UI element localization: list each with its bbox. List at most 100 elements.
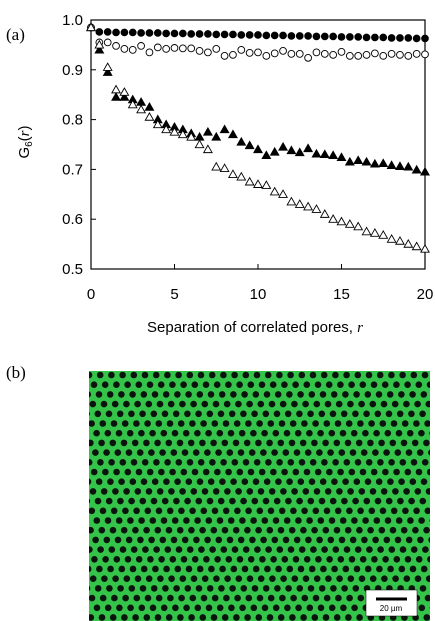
pore	[225, 468, 232, 476]
pore	[287, 371, 294, 379]
pore	[420, 478, 428, 485]
data-point	[361, 226, 372, 236]
pore	[243, 439, 251, 447]
pore	[104, 604, 112, 612]
pore	[160, 517, 168, 524]
pore	[296, 585, 304, 592]
pore	[368, 420, 375, 427]
pore	[328, 604, 336, 612]
data-point	[245, 31, 254, 39]
pore	[326, 555, 333, 563]
pore	[324, 400, 332, 408]
pore	[189, 420, 196, 427]
pore	[262, 497, 270, 505]
data-point	[304, 53, 312, 62]
pore	[329, 497, 337, 505]
pore	[144, 594, 152, 602]
pore	[81, 537, 88, 544]
x-axis-title: Separation of correlated pores, r	[147, 319, 363, 336]
pore	[134, 488, 142, 495]
pore	[188, 614, 195, 621]
data-point	[344, 156, 355, 166]
pore	[170, 449, 178, 456]
pore	[93, 429, 100, 437]
pore	[287, 458, 295, 466]
x-tick-labels: 0 5 10 15 20	[87, 286, 434, 303]
pore	[325, 381, 333, 389]
data-point	[179, 44, 187, 53]
pore	[406, 362, 413, 369]
pore	[98, 614, 106, 621]
pore	[247, 381, 255, 389]
pore	[389, 526, 397, 534]
data-point	[102, 62, 113, 71]
data-point	[204, 48, 212, 57]
data-point	[378, 230, 389, 239]
pore	[77, 420, 84, 427]
pore	[144, 507, 152, 515]
data-point	[329, 51, 338, 59]
data-point	[245, 49, 254, 57]
pore	[89, 371, 93, 379]
pore	[370, 381, 378, 389]
pore	[353, 391, 360, 398]
pore	[275, 478, 282, 485]
pore	[139, 497, 147, 505]
pore	[388, 546, 396, 553]
pore	[285, 497, 292, 505]
pore	[255, 614, 263, 621]
pore	[330, 391, 338, 398]
data-point	[379, 33, 388, 42]
pore	[406, 429, 414, 437]
pore	[154, 614, 162, 621]
pore	[196, 478, 204, 485]
pore	[322, 614, 330, 621]
pore	[254, 546, 261, 553]
pore	[399, 458, 407, 466]
pore	[300, 614, 307, 621]
pore	[314, 468, 322, 476]
pore	[312, 594, 320, 602]
pore	[159, 449, 166, 456]
data-point	[94, 39, 105, 49]
data-point	[269, 146, 280, 156]
pore	[393, 555, 401, 563]
pore	[96, 371, 104, 379]
pore	[412, 526, 419, 534]
pore	[141, 371, 149, 379]
pore	[201, 400, 209, 408]
pore	[275, 565, 282, 573]
pore	[263, 391, 271, 398]
pore	[184, 410, 191, 418]
data-point	[128, 28, 137, 37]
pore	[157, 575, 164, 582]
pore	[138, 429, 145, 437]
pore	[428, 449, 430, 456]
data-point	[295, 50, 304, 58]
pore	[148, 449, 155, 456]
data-point	[111, 92, 122, 101]
pore	[349, 449, 357, 456]
data-point	[162, 29, 171, 38]
pore	[185, 391, 192, 398]
y-tick-label: 0.9	[62, 62, 83, 79]
pore	[206, 497, 214, 505]
pore	[123, 488, 130, 495]
pore	[93, 517, 101, 524]
pore	[129, 391, 136, 398]
pore	[250, 604, 258, 612]
pore	[311, 526, 318, 534]
pore	[180, 381, 187, 389]
pore	[309, 458, 317, 466]
pore	[427, 556, 430, 563]
pore	[340, 604, 347, 612]
pore	[290, 507, 297, 515]
pore	[158, 468, 165, 476]
pore	[341, 585, 348, 592]
pore	[219, 478, 226, 485]
pore	[271, 449, 278, 456]
pore	[137, 536, 144, 544]
data-point	[403, 161, 414, 171]
data-point	[303, 201, 314, 211]
pore	[323, 420, 331, 427]
